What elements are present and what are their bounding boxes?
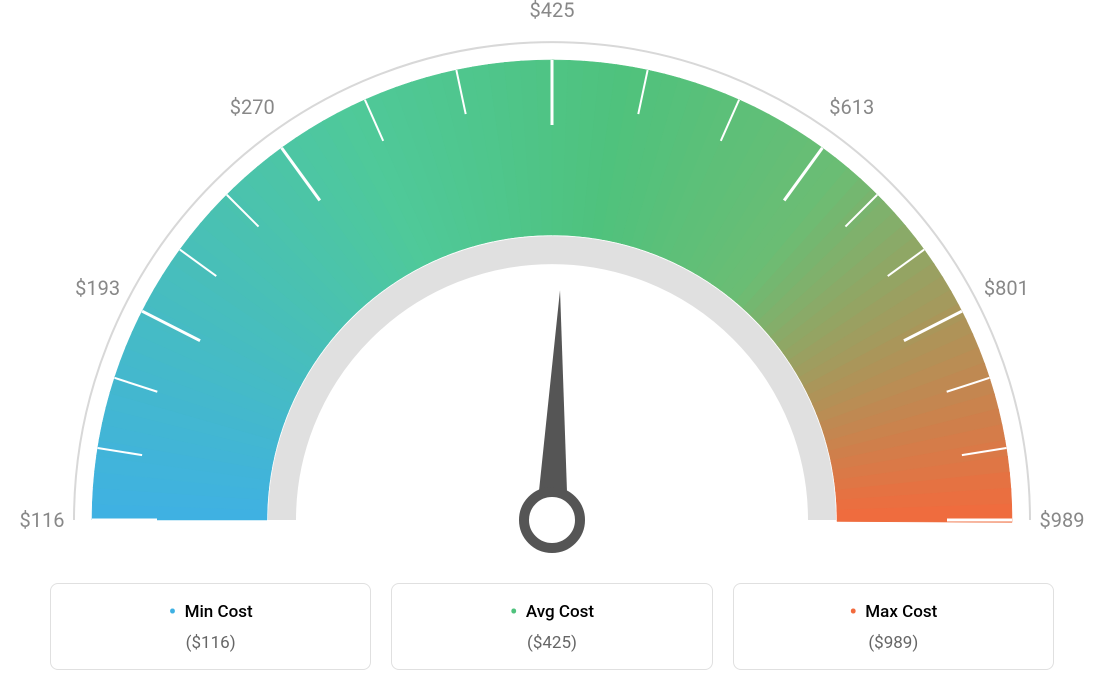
dot-icon: • — [510, 600, 518, 625]
legend-title-avg: • Avg Cost — [412, 600, 691, 625]
gauge-tick-label: $270 — [230, 95, 275, 119]
gauge-tick-label: $425 — [530, 0, 575, 22]
dot-icon: • — [169, 600, 177, 625]
legend-title-min: • Min Cost — [71, 600, 350, 625]
gauge-tick-label: $193 — [75, 276, 120, 300]
gauge-chart: $116$193$270$425$613$801$989 — [52, 20, 1052, 570]
legend-value-max: ($989) — [754, 633, 1033, 653]
gauge-tick-label: $613 — [829, 95, 874, 119]
gauge-tick-label: $989 — [1040, 508, 1085, 532]
legend-box-avg: • Avg Cost ($425) — [391, 583, 712, 670]
gauge-tick-label: $116 — [20, 508, 65, 532]
legend-value-min: ($116) — [71, 633, 350, 653]
gauge-tick-label: $801 — [984, 276, 1029, 300]
gauge-svg — [52, 20, 1052, 580]
legend-title-max: • Max Cost — [754, 600, 1033, 625]
dot-icon: • — [849, 600, 857, 625]
legend-value-avg: ($425) — [412, 633, 691, 653]
legend-label-min: Min Cost — [185, 602, 253, 622]
legend-box-min: • Min Cost ($116) — [50, 583, 371, 670]
legend-label-avg: Avg Cost — [526, 602, 594, 622]
legend-box-max: • Max Cost ($989) — [733, 583, 1054, 670]
legend-label-max: Max Cost — [865, 602, 937, 622]
legend-container: • Min Cost ($116) • Avg Cost ($425) • Ma… — [50, 583, 1054, 670]
